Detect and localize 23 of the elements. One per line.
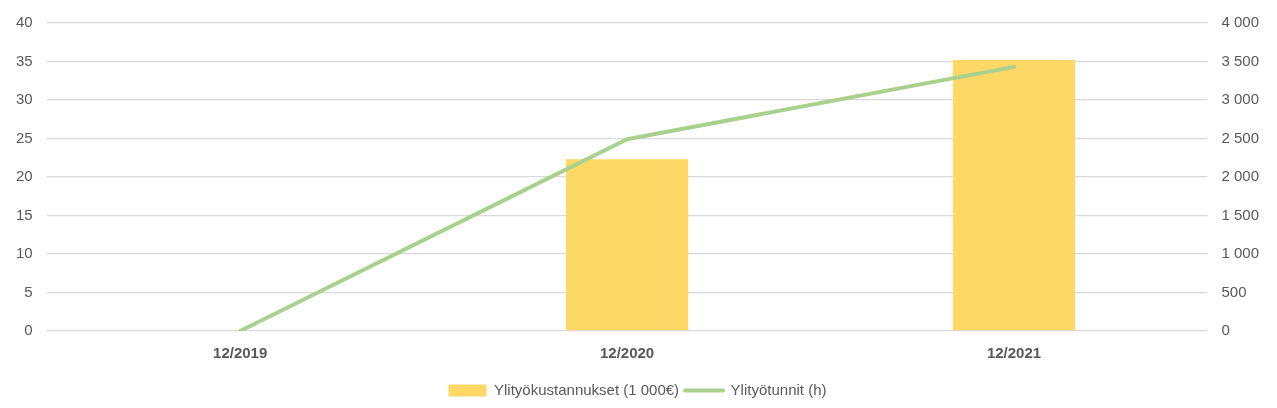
x-tick-label: 12/2021: [986, 344, 1042, 362]
y-tick-label: 15: [16, 205, 33, 223]
y-tick-label: 20: [16, 167, 33, 185]
y2-tick-label: 4 000: [1221, 13, 1260, 31]
y-tick-label: 35: [16, 51, 33, 69]
y-tick-label: 40: [16, 13, 33, 31]
y2-tick-label: 2 000: [1221, 167, 1260, 185]
y2-tick-label: 3 000: [1221, 90, 1260, 108]
legend-label: Ylityötunnit (h): [730, 380, 827, 398]
y2-tick-label: 1 500: [1221, 205, 1260, 223]
legend-label: Ylityökustannukset (1 000€): [494, 380, 680, 398]
y2-tick-label: 500: [1221, 282, 1247, 300]
y-tick-label: 0: [24, 321, 33, 339]
y-tick-label: 10: [16, 244, 33, 262]
y-tick-label: 25: [16, 128, 33, 146]
y2-tick-label: 0: [1221, 321, 1230, 339]
y2-tick-label: 3 500: [1221, 51, 1260, 69]
x-tick-label: 12/2019: [213, 344, 268, 362]
y-tick-label: 30: [16, 90, 33, 108]
y2-tick-label: 1 000: [1221, 244, 1260, 262]
y2-tick-label: 2 500: [1221, 128, 1260, 146]
x-tick-label: 12/2020: [599, 344, 655, 362]
y-tick-label: 5: [24, 282, 33, 300]
